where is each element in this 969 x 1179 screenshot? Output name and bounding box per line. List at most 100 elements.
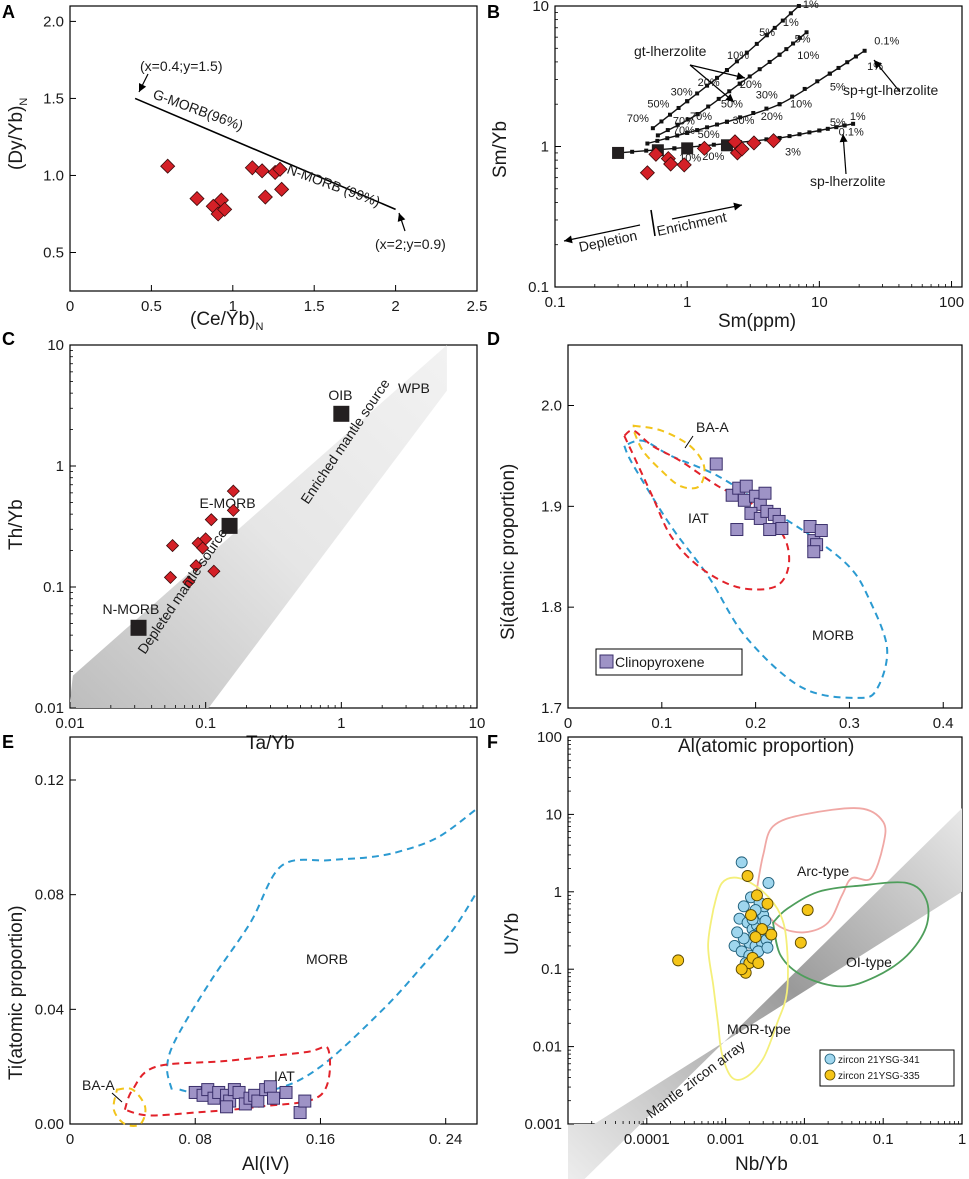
- panel-d-cpx-point: [737, 493, 751, 507]
- panel-b-melt-label: 20%: [702, 151, 724, 163]
- panel-f-mor-field: [707, 876, 789, 1081]
- panel-b-melt-tick: [668, 112, 673, 117]
- panel-b-melt-tick: [791, 41, 796, 46]
- panel-c-reference-square: [333, 405, 350, 422]
- panel-b-melt-tick: [790, 94, 795, 99]
- panel-b-melt-tick: [724, 68, 729, 73]
- panel-b-melt-tick: [705, 83, 710, 88]
- panel-b-melt-tick: [738, 115, 743, 120]
- panel-e-ylabel: Ti(atomic proportion): [6, 905, 27, 1080]
- panel-b-sample-point: [765, 133, 782, 149]
- panel-f-zircon-335-point: [749, 931, 762, 944]
- panel-b-melt-tick: [780, 18, 785, 23]
- panel-a-sample-point: [254, 163, 270, 179]
- panel-a-start-annotation: (x=0.4;y=1.5): [140, 58, 223, 74]
- panel-b-melt-label: 10%: [727, 50, 749, 62]
- panel-b-melt-tick: [744, 50, 749, 55]
- panel-c-xtick-label: 1: [337, 715, 345, 732]
- panel-c-reference-label: N-MORB: [103, 601, 160, 617]
- panel-e-ytick-label: 0.08: [35, 887, 64, 904]
- panel-b-xtick-label: 10: [811, 294, 828, 311]
- panel-f-zircon-335-point: [801, 904, 814, 917]
- panel-b-melt-label: 1%: [803, 0, 819, 11]
- panel-f-ytick-label: 100: [537, 729, 562, 746]
- panel-a-xtick-label: 1.5: [304, 298, 325, 315]
- panel-b-melt-label: 50%: [698, 129, 720, 141]
- panel-b-melt-tick: [715, 122, 720, 127]
- panel-c-sample-point: [199, 532, 213, 546]
- panel-e-ytick-label: 0.00: [35, 1116, 64, 1133]
- panel-b-melt-tick: [784, 47, 789, 52]
- panel-a-xtick-label: 2: [391, 298, 399, 315]
- panel-c-xtick-label: 10: [469, 715, 486, 732]
- panel-d-cpx-point: [807, 545, 821, 559]
- panel-f-xlabel: Nb/Yb: [735, 1154, 788, 1175]
- panel-a-ytick-label: 2.0: [43, 13, 64, 30]
- panel-e-frame: [69, 736, 478, 1125]
- panel-d-ylabel: Si(atomic proportion): [498, 464, 519, 640]
- panel-b-sp-arrow-head: [839, 134, 848, 143]
- panel-b-melt-tick: [827, 71, 832, 76]
- panel-f-xtick-label: 1: [958, 1131, 966, 1148]
- panel-a-ytick-label: 0.5: [43, 244, 64, 261]
- panel-a-sample-point: [257, 189, 273, 205]
- panel-f-oi-label: OI-type: [846, 954, 892, 970]
- panel-b-enrichment-label: Enrichment: [655, 209, 728, 239]
- panel-d-iat-label: IAT: [688, 510, 709, 526]
- panel-b-sample-point: [663, 156, 679, 172]
- panel-b-melt-label: 20%: [740, 79, 762, 91]
- panel-c-sample-point: [204, 513, 218, 527]
- panel-b-melt-tick: [802, 86, 807, 91]
- panel-b-melt-tick: [788, 11, 793, 16]
- panel-b-melt-tick: [685, 130, 690, 135]
- panel-b-enrichment-arrow-head: [733, 202, 742, 211]
- panel-c-ytick-label: 1: [56, 458, 64, 475]
- panel-b-melt-tick: [659, 119, 664, 124]
- panel-b-melt-label: 5%: [759, 27, 775, 39]
- panel-d-cpx-point: [758, 486, 772, 500]
- panel-b-melt-tick: [737, 81, 742, 86]
- panel-d-xtick-label: 0: [564, 715, 572, 732]
- panel-e-xtick-label: 0.16: [306, 1131, 335, 1148]
- panel-f-legend-335-label: zircon 21YSG-335: [838, 1071, 920, 1082]
- panel-f-ylabel: U/Yb: [502, 913, 523, 955]
- panel-b-sample-point: [734, 141, 750, 157]
- panel-b-melt-tick: [644, 148, 649, 153]
- panel-a-gmorb-label: G-MORB(96%): [151, 86, 246, 134]
- panel-c-sample-point: [165, 539, 180, 553]
- panel-f-mantle-array-band: [568, 808, 962, 1179]
- panel-c-letter: C: [2, 329, 15, 349]
- panel-e-ytick-label: 0.04: [35, 1001, 64, 1018]
- panel-f-arc-label: Arc-type: [797, 863, 849, 879]
- panel-f-zircon-335-point: [761, 897, 774, 910]
- panel-b-melt-tick: [675, 133, 680, 138]
- panel-b-melt-tick: [715, 75, 720, 80]
- panel-b-divider: [650, 209, 656, 237]
- panel-b-melt-tick: [836, 65, 841, 70]
- panel-f-xtick-label: 0.0001: [624, 1131, 670, 1148]
- panel-c-mantle-array-band: [70, 345, 447, 708]
- panel-b-melt-label: 50%: [647, 98, 669, 110]
- panel-b-melt-tick: [727, 89, 732, 94]
- panel-b-melt-tick: [772, 25, 777, 30]
- panel-b-melt-tick: [842, 123, 847, 128]
- panel-d-baa-field: [632, 424, 706, 490]
- panel-b-melt-tick: [787, 134, 792, 139]
- panel-e-xlabel: Al(IV): [242, 1154, 290, 1175]
- panel-c-xtick-label: 0.1: [195, 715, 216, 732]
- panel-b-sample-point: [746, 135, 762, 151]
- panel-c-frame: [69, 344, 478, 709]
- panel-a-sample-point: [189, 191, 205, 207]
- panel-b-melt-tick: [817, 128, 822, 133]
- panel-f-zircon-335-point: [752, 957, 765, 970]
- panel-a-sample-point: [244, 160, 260, 176]
- panel-b-melt-tick: [851, 121, 856, 126]
- panel-e-cpx-point: [251, 1094, 265, 1108]
- panel-c-xtick-label: 0.01: [55, 715, 84, 732]
- panel-f-frame: [567, 736, 963, 1125]
- panel-f-arc-field: [756, 807, 887, 934]
- panel-c-reference-square: [221, 517, 238, 534]
- panel-e-cpx-point: [279, 1085, 293, 1099]
- panel-a-xtick-label: 1: [229, 298, 237, 315]
